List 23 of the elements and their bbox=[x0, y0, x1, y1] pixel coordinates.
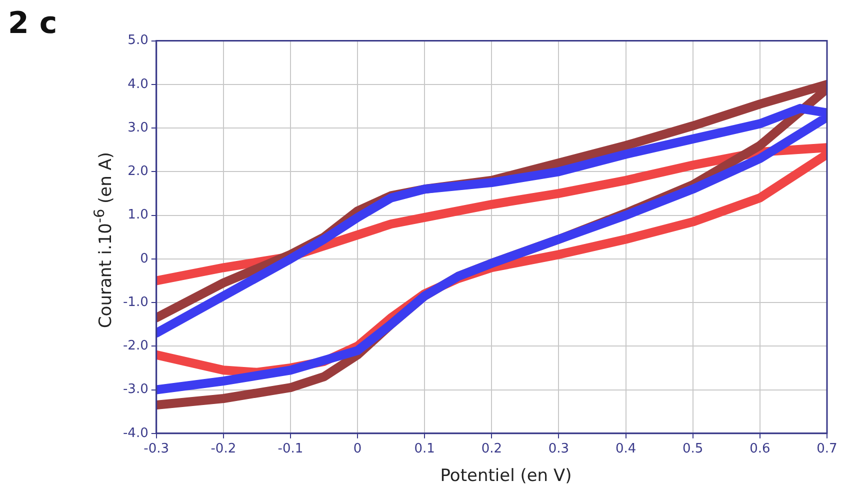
x-tick-label: 0.4 bbox=[615, 442, 636, 457]
y-tick-label: -2.0 bbox=[122, 338, 148, 354]
y-tick-label: 5.0 bbox=[128, 33, 148, 48]
x-tick-label: -0.3 bbox=[144, 442, 170, 457]
x-tick-label: 0.6 bbox=[750, 442, 770, 457]
y-tick-label: -3.0 bbox=[122, 382, 148, 398]
x-tick-label: 0.7 bbox=[816, 442, 838, 457]
y-tick-label: 3.0 bbox=[128, 120, 148, 136]
y-tick-label: -4.0 bbox=[122, 426, 148, 441]
x-tick-label: -0.2 bbox=[210, 442, 236, 457]
x-tick-label: 0.2 bbox=[481, 442, 502, 457]
y-tick-label: 2.0 bbox=[128, 164, 148, 180]
x-axis-title: Potentiel (en V) bbox=[440, 466, 572, 486]
x-tick-label: 0.3 bbox=[548, 442, 570, 457]
y-tick-label: 4.0 bbox=[128, 76, 148, 92]
y-tick-label: 1.0 bbox=[128, 208, 148, 223]
x-tick-label: 0.1 bbox=[414, 442, 435, 457]
x-tick-label: 0 bbox=[353, 442, 362, 457]
x-tick-label: -0.1 bbox=[278, 442, 304, 457]
x-tick-label: 0.5 bbox=[682, 442, 704, 457]
y-tick-label: 0 bbox=[140, 251, 148, 266]
y-tick-label: -1.0 bbox=[122, 294, 148, 310]
chart-title: 2 c bbox=[8, 6, 58, 41]
